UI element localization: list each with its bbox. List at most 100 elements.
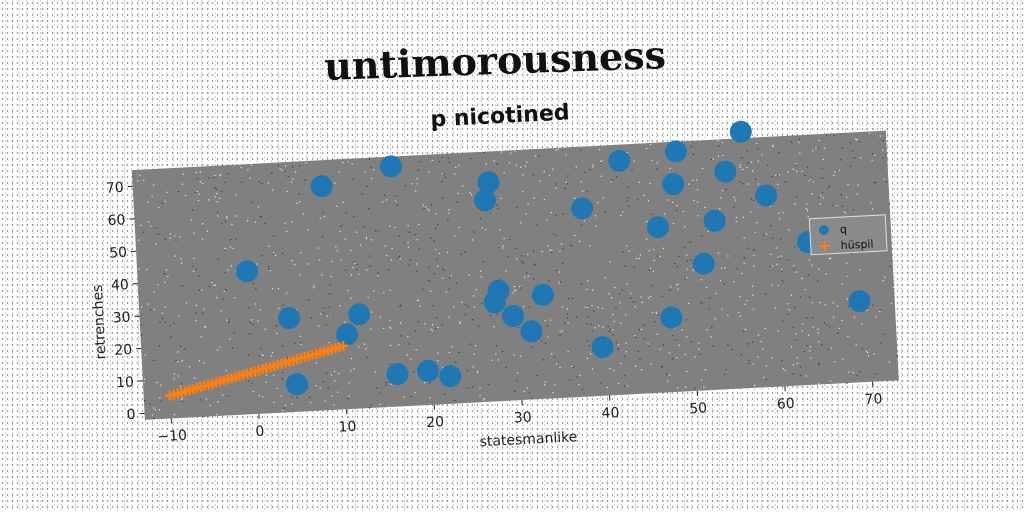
- noise-speck: [727, 344, 729, 346]
- noise-speck: [444, 176, 447, 178]
- noise-speck: [558, 282, 560, 284]
- noise-speck: [141, 324, 143, 326]
- noise-speck: [442, 277, 444, 279]
- scatter-point-q: [591, 336, 614, 359]
- noise-speck: [180, 383, 183, 385]
- noise-speck: [383, 327, 385, 330]
- noise-speck: [198, 289, 201, 291]
- noise-speck: [339, 230, 341, 233]
- noise-speck: [817, 280, 819, 282]
- noise-speck: [161, 312, 164, 314]
- noise-speck: [140, 334, 142, 336]
- noise-speck: [792, 364, 794, 366]
- noise-speck: [450, 275, 452, 277]
- noise-speck: [307, 299, 310, 301]
- noise-speck: [765, 378, 767, 381]
- scatter-point-q: [336, 323, 359, 346]
- noise-speck: [771, 357, 773, 359]
- noise-speck: [746, 343, 748, 345]
- noise-speck: [322, 380, 325, 383]
- noise-speck: [829, 257, 832, 259]
- noise-speck: [533, 197, 535, 199]
- noise-speck: [154, 409, 157, 411]
- noise-speck: [153, 359, 155, 362]
- noise-speck: [856, 374, 858, 377]
- noise-speck: [740, 354, 742, 356]
- noise-speck: [373, 290, 375, 292]
- noise-speck: [296, 396, 298, 398]
- noise-speck: [257, 206, 260, 208]
- noise-speck: [302, 213, 304, 215]
- noise-speck: [153, 291, 155, 293]
- noise-speck: [753, 249, 755, 251]
- noise-speck: [397, 257, 399, 259]
- noise-speck: [568, 298, 570, 300]
- noise-speck: [147, 201, 149, 203]
- noise-speck: [681, 329, 683, 331]
- noise-speck: [675, 339, 678, 341]
- noise-speck: [193, 257, 195, 260]
- noise-speck: [735, 216, 738, 219]
- noise-speck: [519, 285, 521, 288]
- noise-speck: [499, 278, 501, 280]
- noise-speck: [326, 315, 328, 317]
- noise-speck: [780, 255, 782, 257]
- noise-speck: [228, 321, 230, 324]
- noise-speck: [432, 305, 434, 307]
- noise-speck: [807, 216, 809, 218]
- noise-speck: [365, 348, 367, 350]
- x-tick-label: 50: [689, 400, 708, 417]
- noise-speck: [843, 211, 846, 213]
- noise-speck: [591, 305, 593, 307]
- noise-speck: [384, 195, 386, 197]
- noise-speck: [327, 387, 329, 390]
- noise-speck: [226, 217, 228, 219]
- noise-speck: [599, 160, 602, 163]
- noise-speck: [230, 238, 232, 241]
- noise-speck: [559, 366, 561, 369]
- noise-speck: [331, 260, 333, 263]
- noise-speck: [437, 223, 439, 226]
- noise-speck: [536, 374, 538, 377]
- noise-speck: [621, 289, 623, 291]
- noise-speck: [798, 138, 801, 140]
- noise-speck: [338, 171, 341, 173]
- noise-speck: [861, 323, 863, 325]
- noise-speck: [555, 183, 557, 185]
- noise-speck: [543, 198, 545, 201]
- noise-speck: [483, 398, 486, 400]
- noise-speck: [348, 395, 350, 397]
- noise-speck: [857, 184, 859, 186]
- noise-speck: [207, 177, 210, 179]
- noise-speck: [389, 344, 392, 347]
- noise-speck: [259, 309, 262, 311]
- noise-speck: [160, 384, 162, 386]
- noise-speck: [619, 302, 621, 304]
- noise-speck: [152, 407, 155, 409]
- noise-speck: [534, 264, 536, 266]
- noise-speck: [184, 348, 186, 350]
- noise-speck: [718, 145, 720, 147]
- noise-speck: [336, 205, 338, 207]
- noise-speck: [838, 327, 841, 329]
- noise-speck: [628, 205, 630, 207]
- noise-speck: [424, 323, 426, 325]
- noise-speck: [474, 344, 477, 347]
- noise-speck: [855, 344, 857, 346]
- noise-speck: [796, 357, 798, 359]
- noise-speck: [571, 245, 573, 247]
- x-tick-label: 40: [601, 405, 620, 422]
- noise-speck: [604, 211, 606, 213]
- x-tick-label: −10: [157, 428, 187, 446]
- noise-speck: [227, 395, 229, 397]
- noise-speck: [820, 195, 822, 197]
- noise-speck: [265, 374, 267, 376]
- noise-speck: [576, 376, 578, 378]
- noise-speck: [503, 172, 505, 174]
- noise-speck: [315, 384, 317, 387]
- noise-speck: [633, 160, 635, 162]
- noise-speck: [638, 181, 640, 183]
- noise-speck: [284, 222, 286, 224]
- noise-speck: [217, 258, 219, 260]
- noise-speck: [377, 272, 379, 274]
